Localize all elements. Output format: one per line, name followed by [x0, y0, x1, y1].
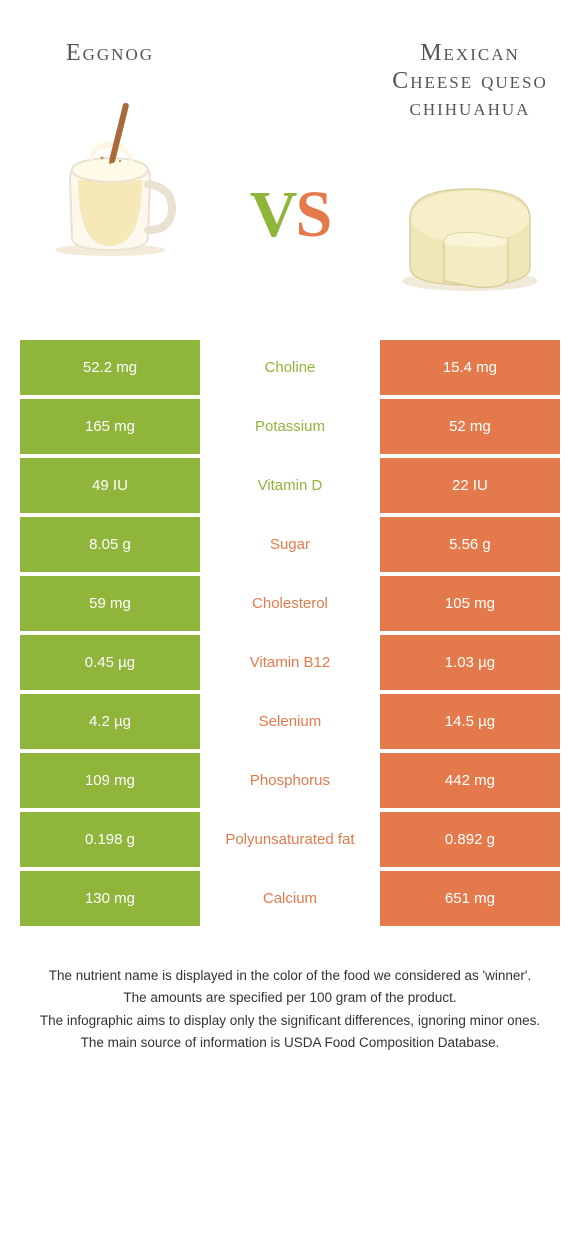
left-value: 130 mg [20, 871, 200, 926]
right-value: 5.56 g [380, 517, 560, 572]
left-value: 0.198 g [20, 812, 200, 867]
table-row: 4.2 µgSelenium14.5 µg [20, 694, 560, 749]
right-value: 442 mg [380, 753, 560, 808]
table-row: 0.45 µgVitamin B121.03 µg [20, 635, 560, 690]
right-value: 1.03 µg [380, 635, 560, 690]
footnote-line: The infographic aims to display only the… [20, 1011, 560, 1031]
nutrient-label: Phosphorus [200, 753, 380, 808]
left-value: 0.45 µg [20, 635, 200, 690]
right-value: 22 IU [380, 458, 560, 513]
left-food-header: Eggnog [20, 40, 200, 310]
left-value: 165 mg [20, 399, 200, 454]
right-value: 0.892 g [380, 812, 560, 867]
footnote-line: The main source of information is USDA F… [20, 1033, 560, 1053]
right-value: 15.4 mg [380, 340, 560, 395]
table-row: 165 mgPotassium52 mg [20, 399, 560, 454]
nutrient-label: Potassium [200, 399, 380, 454]
nutrient-label: Vitamin B12 [200, 635, 380, 690]
vs-s: S [295, 178, 330, 251]
cheese-icon [390, 148, 550, 310]
table-row: 109 mgPhosphorus442 mg [20, 753, 560, 808]
left-value: 49 IU [20, 458, 200, 513]
left-food-title: Eggnog [66, 40, 154, 68]
right-value: 52 mg [380, 399, 560, 454]
comparison-table: 52.2 mgCholine15.4 mg165 mgPotassium52 m… [20, 340, 560, 926]
right-value: 14.5 µg [380, 694, 560, 749]
table-row: 130 mgCalcium651 mg [20, 871, 560, 926]
nutrient-label: Selenium [200, 694, 380, 749]
left-value: 52.2 mg [20, 340, 200, 395]
nutrient-label: Polyunsaturated fat [200, 812, 380, 867]
footnote-line: The nutrient name is displayed in the co… [20, 966, 560, 986]
eggnog-icon [40, 93, 180, 263]
right-value: 105 mg [380, 576, 560, 631]
vs-label: VS [250, 177, 330, 253]
table-row: 59 mgCholesterol105 mg [20, 576, 560, 631]
footnotes: The nutrient name is displayed in the co… [20, 966, 560, 1053]
nutrient-label: Choline [200, 340, 380, 395]
right-food-header: Mexican Cheese queso chihuahua [380, 40, 560, 310]
table-row: 8.05 gSugar5.56 g [20, 517, 560, 572]
vs-v: V [250, 178, 296, 251]
left-value: 59 mg [20, 576, 200, 631]
nutrient-label: Vitamin D [200, 458, 380, 513]
table-row: 52.2 mgCholine15.4 mg [20, 340, 560, 395]
nutrient-label: Sugar [200, 517, 380, 572]
nutrient-label: Calcium [200, 871, 380, 926]
left-value: 8.05 g [20, 517, 200, 572]
footnote-line: The amounts are specified per 100 gram o… [20, 988, 560, 1008]
table-row: 49 IUVitamin D22 IU [20, 458, 560, 513]
right-food-title: Mexican Cheese queso chihuahua [380, 40, 560, 123]
nutrient-label: Cholesterol [200, 576, 380, 631]
table-row: 0.198 gPolyunsaturated fat0.892 g [20, 812, 560, 867]
left-value: 4.2 µg [20, 694, 200, 749]
left-value: 109 mg [20, 753, 200, 808]
header: Eggnog VS Mexican Cheese queso chihuahua [0, 0, 580, 320]
right-value: 651 mg [380, 871, 560, 926]
